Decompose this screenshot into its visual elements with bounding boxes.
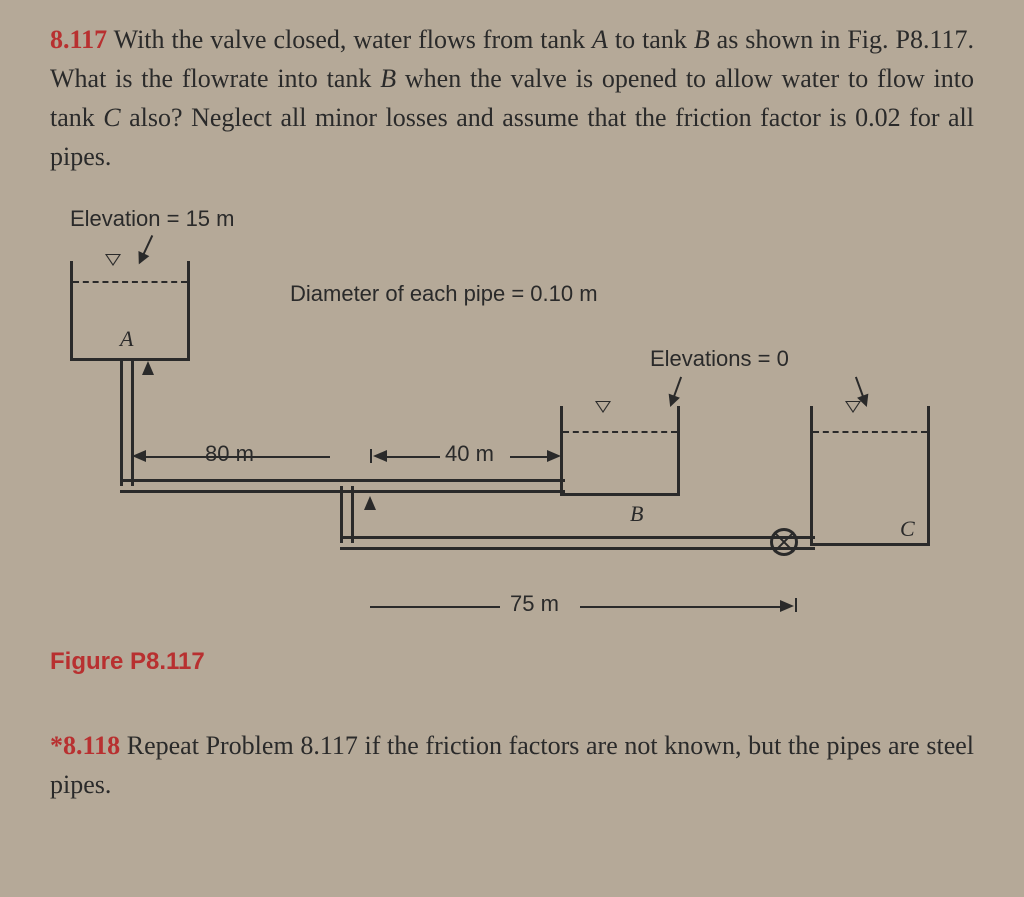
elevations-zero-label: Elevations = 0 bbox=[650, 346, 789, 372]
tank-c-label: C bbox=[900, 516, 915, 542]
length-40-label: 40 m bbox=[445, 441, 494, 467]
problem-8117-text: 8.117 With the valve closed, water flows… bbox=[50, 20, 974, 176]
tank-b-marker bbox=[595, 401, 611, 413]
elevation-arrow bbox=[139, 235, 153, 263]
problem-text-2: to tank bbox=[608, 25, 694, 54]
valve-icon bbox=[770, 528, 798, 556]
problem-8118-text: *8.118 Repeat Problem 8.117 if the frict… bbox=[50, 726, 974, 804]
dim-75-tick bbox=[795, 598, 797, 612]
tank-c-surface bbox=[813, 431, 927, 433]
tank-c-ref: C bbox=[103, 103, 120, 132]
tank-b-surface bbox=[563, 431, 677, 433]
tank-a-ref: A bbox=[592, 25, 608, 54]
problem-text-1: With the valve closed, water flows from … bbox=[114, 25, 592, 54]
tank-b-label: B bbox=[630, 501, 643, 527]
dim-40-line-r bbox=[510, 456, 550, 458]
problem-number-2: *8.118 bbox=[50, 731, 120, 760]
dim-40-line-l bbox=[385, 456, 440, 458]
pipe-to-c bbox=[340, 536, 815, 550]
tank-b bbox=[560, 406, 680, 496]
tank-c-marker bbox=[845, 401, 861, 413]
elevation-arrow-b bbox=[670, 377, 682, 406]
dim-80-arrow-up bbox=[142, 361, 154, 375]
problem-text-5: also? Neglect all minor losses and assum… bbox=[50, 103, 974, 171]
pipe-junction-vertical bbox=[340, 486, 354, 543]
dim-75-line-l bbox=[370, 606, 500, 608]
dim-75-arrow-r bbox=[780, 600, 794, 612]
length-80-label: 80 m bbox=[205, 441, 254, 467]
length-75-label: 75 m bbox=[510, 591, 559, 617]
problem-number: 8.117 bbox=[50, 25, 107, 54]
dim-40-tick-l bbox=[370, 449, 372, 463]
dim-40-tick-r bbox=[560, 449, 562, 463]
dim-40-arrow-r bbox=[547, 450, 561, 462]
pipe-a-vertical bbox=[120, 361, 134, 486]
tank-b-ref2: B bbox=[380, 64, 396, 93]
tank-a-label: A bbox=[120, 326, 133, 352]
dim-80-arrow-l bbox=[132, 450, 146, 462]
problem-text-8118: Repeat Problem 8.117 if the friction fac… bbox=[50, 731, 974, 799]
dim-75-arrow-up bbox=[364, 496, 376, 510]
figure-diagram: Elevation = 15 m Diameter of each pipe =… bbox=[50, 206, 950, 676]
figure-caption: Figure P8.117 bbox=[50, 648, 205, 676]
tank-a-marker bbox=[105, 254, 121, 266]
diameter-label: Diameter of each pipe = 0.10 m bbox=[290, 281, 598, 307]
elevation-label: Elevation = 15 m bbox=[70, 206, 234, 232]
tank-a-surface bbox=[73, 281, 187, 283]
dim-75-line-r bbox=[580, 606, 785, 608]
tank-b-ref: B bbox=[694, 25, 710, 54]
